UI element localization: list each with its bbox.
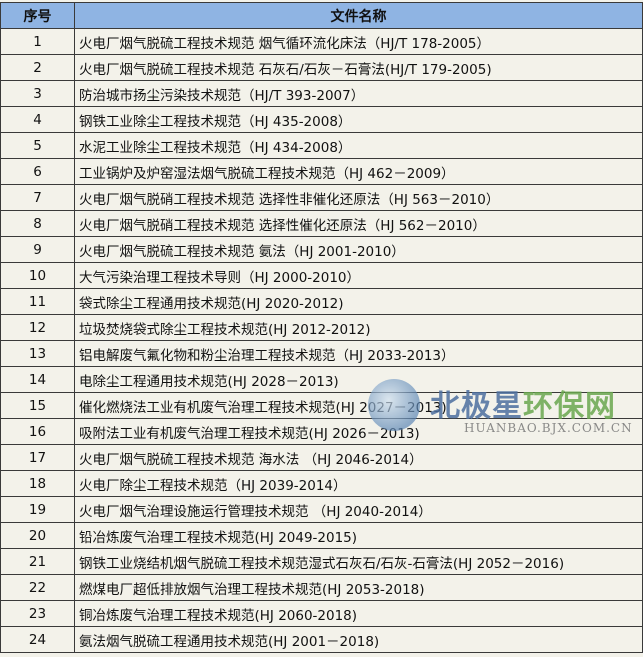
row-file-name: 水泥工业除尘工程技术规范（HJ 434-2008）: [74, 132, 643, 159]
row-file-name: 火电厂烟气脱硫工程技术规范 氨法（HJ 2001-2010）: [74, 236, 643, 263]
row-number: 6: [0, 158, 75, 185]
row-number: 11: [0, 288, 75, 315]
row-number: 16: [0, 418, 75, 445]
row-file-name: 催化燃烧法工业有机废气治理工程技术规范(HJ 2027－2013): [74, 392, 643, 419]
header-number: 序号: [0, 2, 75, 29]
table-row: 6 工业锅炉及炉窑湿法烟气脱硫工程技术规范（HJ 462－2009）: [0, 158, 643, 185]
row-number: 15: [0, 392, 75, 419]
row-number: 17: [0, 444, 75, 471]
row-file-name: 垃圾焚烧袋式除尘工程技术规范(HJ 2012-2012): [74, 314, 643, 341]
row-file-name: 大气污染治理工程技术导则（HJ 2000-2010）: [74, 262, 643, 289]
table-row: 19 火电厂烟气治理设施运行管理技术规范 （HJ 2040-2014）: [0, 496, 643, 523]
row-file-name: 铅冶炼废气治理工程技术规范(HJ 2049-2015): [74, 522, 643, 549]
table-row: 17 火电厂烟气脱硫工程技术规范 海水法 （HJ 2046-2014）: [0, 444, 643, 471]
row-number: 19: [0, 496, 75, 523]
row-number: 14: [0, 366, 75, 393]
table-row: 5 水泥工业除尘工程技术规范（HJ 434-2008）: [0, 132, 643, 159]
row-file-name: 燃煤电厂超低排放烟气治理工程技术规范(HJ 2053-2018): [74, 574, 643, 601]
row-number: 1: [0, 28, 75, 55]
row-file-name: 工业锅炉及炉窑湿法烟气脱硫工程技术规范（HJ 462－2009）: [74, 158, 643, 185]
table-row: 23 铜冶炼废气治理工程技术规范(HJ 2060-2018): [0, 600, 643, 627]
table-row: 16 吸附法工业有机废气治理工程技术规范(HJ 2026－2013): [0, 418, 643, 445]
table-row: 2 火电厂烟气脱硫工程技术规范 石灰石/石灰－石膏法(HJ/T 179-2005): [0, 54, 643, 81]
header-row: 序号 文件名称: [0, 2, 643, 29]
row-number: 21: [0, 548, 75, 575]
table-row: 15 催化燃烧法工业有机废气治理工程技术规范(HJ 2027－2013): [0, 392, 643, 419]
row-file-name: 吸附法工业有机废气治理工程技术规范(HJ 2026－2013): [74, 418, 643, 445]
row-number: 2: [0, 54, 75, 81]
row-number: 9: [0, 236, 75, 263]
row-file-name: 火电厂烟气脱硫工程技术规范 海水法 （HJ 2046-2014）: [74, 444, 643, 471]
table-row: 11 袋式除尘工程通用技术规范(HJ 2020-2012): [0, 288, 643, 315]
row-number: 4: [0, 106, 75, 133]
row-file-name: 火电厂除尘工程技术规范（HJ 2039-2014）: [74, 470, 643, 497]
header-file-name: 文件名称: [74, 2, 643, 29]
row-number: 3: [0, 80, 75, 107]
row-number: 12: [0, 314, 75, 341]
table-row: 12 垃圾焚烧袋式除尘工程技术规范(HJ 2012-2012): [0, 314, 643, 341]
table-row: 9 火电厂烟气脱硫工程技术规范 氨法（HJ 2001-2010）: [0, 236, 643, 263]
row-number: 5: [0, 132, 75, 159]
row-number: 20: [0, 522, 75, 549]
table-row: 22 燃煤电厂超低排放烟气治理工程技术规范(HJ 2053-2018): [0, 574, 643, 601]
row-file-name: 火电厂烟气脱硝工程技术规范 选择性非催化还原法（HJ 563－2010）: [74, 184, 643, 211]
table-row: 20 铅冶炼废气治理工程技术规范(HJ 2049-2015): [0, 522, 643, 549]
row-number: 24: [0, 626, 75, 653]
table-row: 21 钢铁工业烧结机烟气脱硫工程技术规范湿式石灰石/石灰-石膏法(HJ 2052－…: [0, 548, 643, 575]
row-file-name: 钢铁工业除尘工程技术规范（HJ 435-2008）: [74, 106, 643, 133]
row-file-name: 火电厂烟气脱硫工程技术规范 烟气循环流化床法（HJ/T 178-2005）: [74, 28, 643, 55]
table-row: 18 火电厂除尘工程技术规范（HJ 2039-2014）: [0, 470, 643, 497]
table-row: 13 铝电解废气氟化物和粉尘治理工程技术规范（HJ 2033-2013）: [0, 340, 643, 367]
row-number: 7: [0, 184, 75, 211]
table-row: 10 大气污染治理工程技术导则（HJ 2000-2010）: [0, 262, 643, 289]
table-row: 1 火电厂烟气脱硫工程技术规范 烟气循环流化床法（HJ/T 178-2005）: [0, 28, 643, 55]
row-file-name: 铜冶炼废气治理工程技术规范(HJ 2060-2018): [74, 600, 643, 627]
table-row: 14 电除尘工程通用技术规范(HJ 2028－2013): [0, 366, 643, 393]
row-number: 23: [0, 600, 75, 627]
row-file-name: 火电厂烟气治理设施运行管理技术规范 （HJ 2040-2014）: [74, 496, 643, 523]
row-number: 8: [0, 210, 75, 237]
table-row: 24 氨法烟气脱硫工程通用技术规范(HJ 2001－2018): [0, 626, 643, 653]
row-number: 18: [0, 470, 75, 497]
row-number: 13: [0, 340, 75, 367]
row-file-name: 氨法烟气脱硫工程通用技术规范(HJ 2001－2018): [74, 626, 643, 653]
table-row: 7 火电厂烟气脱硝工程技术规范 选择性非催化还原法（HJ 563－2010）: [0, 184, 643, 211]
row-file-name: 袋式除尘工程通用技术规范(HJ 2020-2012): [74, 288, 643, 315]
row-file-name: 电除尘工程通用技术规范(HJ 2028－2013): [74, 366, 643, 393]
row-file-name: 火电厂烟气脱硝工程技术规范 选择性催化还原法（HJ 562－2010）: [74, 210, 643, 237]
row-file-name: 钢铁工业烧结机烟气脱硫工程技术规范湿式石灰石/石灰-石膏法(HJ 2052－20…: [74, 548, 643, 575]
row-number: 22: [0, 574, 75, 601]
row-file-name: 铝电解废气氟化物和粉尘治理工程技术规范（HJ 2033-2013）: [74, 340, 643, 367]
table-row: 4 钢铁工业除尘工程技术规范（HJ 435-2008）: [0, 106, 643, 133]
row-file-name: 防治城市扬尘污染技术规范（HJ/T 393-2007）: [74, 80, 643, 107]
table-row: 3 防治城市扬尘污染技术规范（HJ/T 393-2007）: [0, 80, 643, 107]
table-row: 8 火电厂烟气脱硝工程技术规范 选择性催化还原法（HJ 562－2010）: [0, 210, 643, 237]
row-file-name: 火电厂烟气脱硫工程技术规范 石灰石/石灰－石膏法(HJ/T 179-2005): [74, 54, 643, 81]
row-number: 10: [0, 262, 75, 289]
